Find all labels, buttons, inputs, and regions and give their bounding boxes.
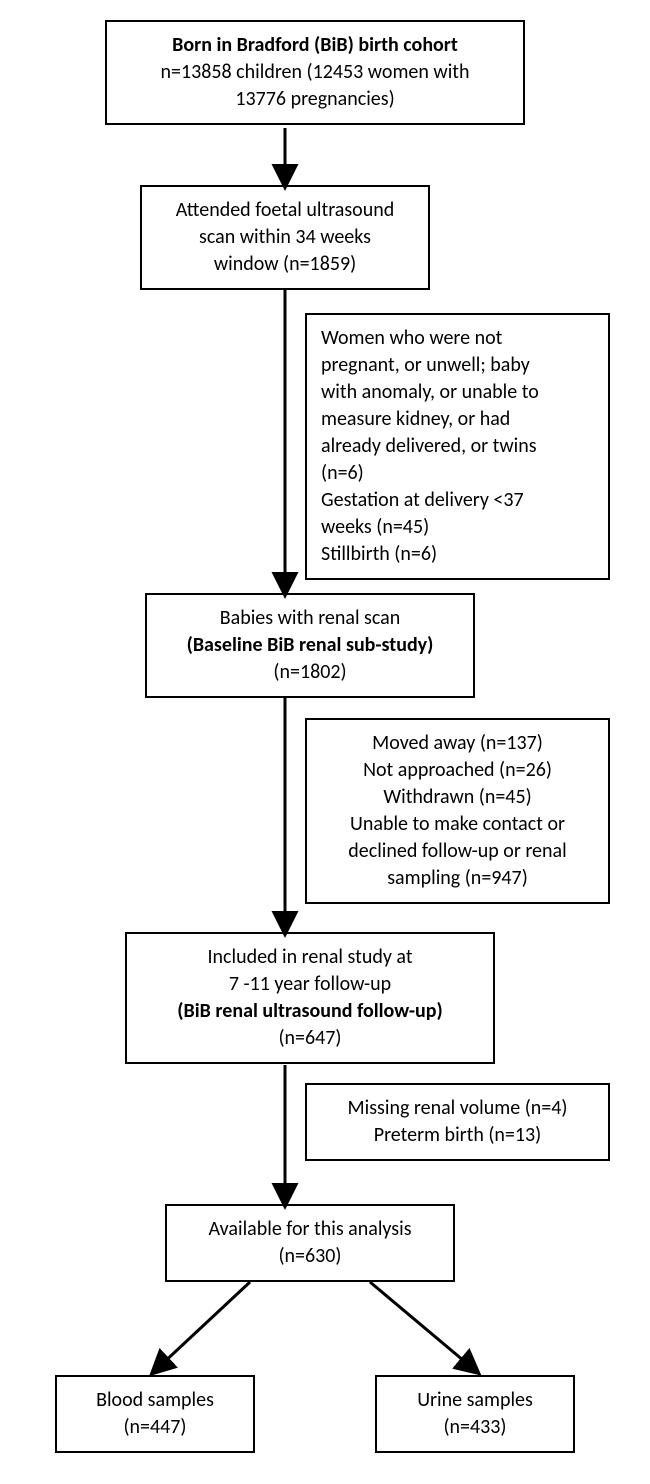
renal-scan-line2: (Baseline BiB renal sub-study) bbox=[187, 633, 434, 657]
excl3-line2: Preterm birth (n=13) bbox=[374, 1123, 541, 1147]
node-urine-samples: Urine samples (n=433) bbox=[375, 1375, 575, 1453]
blood-line1: Blood samples bbox=[96, 1388, 214, 1412]
excl3-line1: Missing renal volume (n=4) bbox=[348, 1096, 568, 1120]
excl1-line7: Gestation at delivery <37 bbox=[321, 488, 524, 512]
node-birth-cohort-title: Born in Bradford (BiB) birth cohort bbox=[172, 33, 458, 57]
node-ultrasound-scan: Attended foetal ultrasound scan within 3… bbox=[140, 185, 430, 290]
followup-line1: Included in renal study at bbox=[207, 945, 412, 969]
excl2-line3: Withdrawn (n=45) bbox=[383, 785, 531, 809]
excl1-line1: Women who were not bbox=[321, 326, 502, 350]
node-exclusions-3: Missing renal volume (n=4) Preterm birth… bbox=[305, 1083, 610, 1161]
followup-line4: (n=647) bbox=[278, 1026, 341, 1050]
node-renal-scan: Babies with renal scan (Baseline BiB ren… bbox=[145, 593, 475, 698]
flowchart-container: Born in Bradford (BiB) birth cohort n=13… bbox=[10, 20, 640, 1464]
followup-line2: 7 -11 year follow-up bbox=[229, 972, 391, 996]
excl1-line4: measure kidney, or had bbox=[321, 407, 510, 431]
renal-scan-line3: (n=1802) bbox=[273, 660, 346, 684]
renal-scan-line1: Babies with renal scan bbox=[220, 606, 401, 630]
node-exclusions-1: Women who were not pregnant, or unwell; … bbox=[305, 313, 610, 580]
available-line2: (n=630) bbox=[278, 1244, 341, 1268]
excl1-line2: pregnant, or unwell; baby bbox=[321, 353, 530, 377]
node-ultrasound-line3: window (n=1859) bbox=[214, 252, 356, 276]
node-birth-cohort-line2: n=13858 children (12453 women with bbox=[161, 60, 470, 84]
excl1-line5: already delivered, or twins bbox=[321, 434, 537, 458]
excl1-line8: weeks (n=45) bbox=[321, 515, 429, 539]
node-available-analysis: Available for this analysis (n=630) bbox=[165, 1204, 455, 1282]
node-renal-followup: Included in renal study at 7 -11 year fo… bbox=[125, 932, 495, 1064]
node-blood-samples: Blood samples (n=447) bbox=[55, 1375, 255, 1453]
excl1-line6: (n=6) bbox=[321, 461, 364, 485]
available-line1: Available for this analysis bbox=[208, 1217, 411, 1241]
node-exclusions-2: Moved away (n=137) Not approached (n=26)… bbox=[305, 718, 610, 904]
urine-line1: Urine samples bbox=[417, 1388, 533, 1412]
excl2-line1: Moved away (n=137) bbox=[372, 731, 543, 755]
node-ultrasound-line2: scan within 34 weeks bbox=[199, 225, 371, 249]
node-birth-cohort-line3: 13776 pregnancies) bbox=[235, 87, 394, 111]
node-birth-cohort: Born in Bradford (BiB) birth cohort n=13… bbox=[105, 20, 525, 125]
excl1-line9: Stillbirth (n=6) bbox=[321, 542, 437, 566]
blood-line2: (n=447) bbox=[123, 1415, 186, 1439]
followup-line3: (BiB renal ultrasound follow-up) bbox=[177, 999, 442, 1023]
excl1-line3: with anomaly, or unable to bbox=[321, 380, 539, 404]
excl2-line2: Not approached (n=26) bbox=[363, 758, 552, 782]
urine-line2: (n=433) bbox=[443, 1415, 506, 1439]
excl2-line4: Unable to make contact or bbox=[350, 812, 565, 836]
excl2-line5: declined follow-up or renal bbox=[348, 839, 566, 863]
excl2-line6: sampling (n=947) bbox=[387, 866, 528, 890]
node-ultrasound-line1: Attended foetal ultrasound bbox=[176, 198, 395, 222]
